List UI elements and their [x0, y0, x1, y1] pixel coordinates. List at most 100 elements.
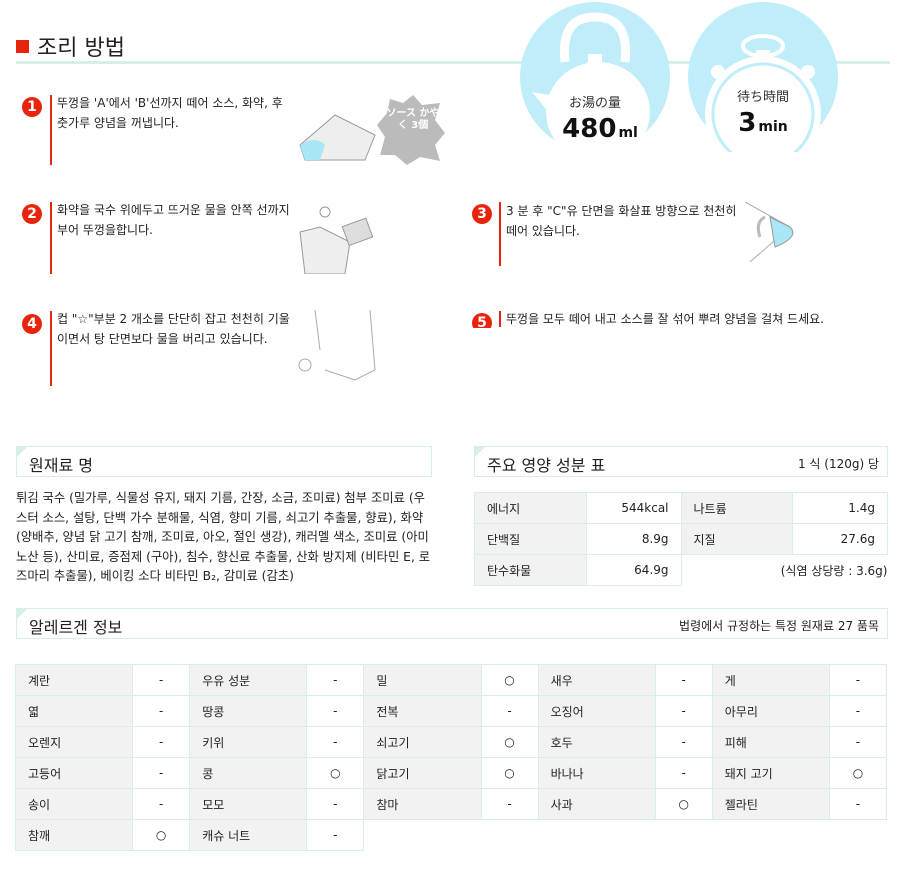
step-text: 화약을 국수 위에두고 뜨거운 물을 안쪽 선까지 부어 뚜껑을합니다. — [57, 203, 290, 237]
table-row: 엷 - 땅콩 - 전복 - 오징어 - 아무리 - — [14, 695, 888, 727]
cup-lid-illustration — [299, 95, 445, 165]
step-number-badge: 3 — [472, 204, 492, 224]
allergen-mark: - — [132, 757, 191, 789]
step-bar — [499, 311, 501, 327]
allergen-mark: - — [828, 726, 888, 758]
allergen-mark: ○ — [828, 757, 888, 789]
allergen-name: 엷 — [14, 695, 134, 727]
nutrition-table: 에너지 544kcal 나트륨 1.4g 단백질 8.9g 지질 27.6g 탄수화물 64.… — [474, 492, 888, 586]
allergen-mark: - — [132, 695, 191, 727]
step-text: 컵 "☆"부분 2 개소를 단단히 잡고 천천히 기울이면서 탕 단면보다 물을… — [57, 312, 290, 346]
allergen-name: 호두 — [537, 726, 656, 758]
allergen-mark: - — [480, 695, 539, 727]
allergen-name: 전복 — [363, 695, 482, 727]
wait-time-badge: 待ち時間 3 min — [688, 2, 838, 152]
allergen-name: 새우 — [537, 664, 656, 696]
peel-lid-illustration — [745, 202, 794, 263]
step-bar — [50, 311, 52, 386]
allergen-mark: ○ — [132, 819, 191, 851]
allergen-mark: - — [132, 664, 191, 696]
salt-equivalent: (식염 상당량 : 3.6g) — [680, 554, 888, 586]
allergen-header: 알레르겐 정보 법령에서 규정하는 특정 원재료 27 품목 — [16, 608, 888, 639]
allergen-name: 우유 성분 — [189, 664, 308, 696]
allergen-mark: - — [654, 664, 713, 696]
drain-water-illustration — [298, 310, 376, 381]
allergen-name: 콩 — [189, 757, 308, 789]
ingredients-text: 튀김 국수 (밀가루, 식물성 유지, 돼지 기름, 간장, 소금, 조미료) … — [16, 491, 431, 583]
pour-kayaku-illustration — [299, 206, 374, 274]
allergen-name: 키위 — [189, 726, 308, 758]
step-text: 뚜껑을 모두 떼어 내고 소스를 잘 섞어 뿌려 양념을 걸쳐 드세요. — [506, 312, 824, 326]
packet-label: ソース かやく 3個 — [386, 108, 440, 131]
allergen-name: 쇠고기 — [363, 726, 482, 758]
allergen-mark: - — [306, 819, 365, 851]
allergen-name: 캐슈 너트 — [189, 819, 308, 851]
step-number-badge: 5 — [472, 313, 492, 328]
allergen-name: 참마 — [363, 788, 482, 820]
allergen-name: 바나나 — [537, 757, 656, 789]
step-bar — [50, 202, 52, 274]
allergen-mark: - — [306, 664, 365, 696]
time-label: 待ち時間 — [736, 90, 789, 105]
allergen-mark: - — [306, 788, 365, 820]
stopwatch-icon — [705, 34, 821, 152]
allergen-mark: ○ — [654, 788, 713, 820]
table-row: 단백질 8.9g 지질 27.6g — [474, 523, 888, 555]
step-number-badge: 1 — [22, 97, 42, 117]
divider — [16, 61, 890, 64]
table-row: 오렌지 - 키위 - 쇠고기 ○ 호두 - 피해 - — [14, 726, 888, 758]
allergen-name: 계란 — [14, 664, 134, 696]
title-marker — [16, 39, 29, 53]
allergen-name: 아무리 — [711, 695, 830, 727]
allergen-mark: - — [828, 788, 888, 820]
allergen-mark: ○ — [480, 757, 539, 789]
step-text: 뚜껑을 'A'에서 'B'선까지 떼어 소스, 화약, 후춧가루 양념을 꺼냅니… — [57, 96, 283, 130]
allergen-mark: ○ — [480, 664, 539, 696]
allergen-name: 닭고기 — [363, 757, 482, 789]
allergen-mark: - — [828, 664, 888, 696]
water-label: お湯の量 — [568, 96, 621, 111]
table-row: 참깨 ○ 캐슈 너트 - — [14, 819, 887, 851]
allergen-mark: - — [828, 695, 888, 727]
allergen-mark: - — [480, 788, 539, 820]
allergen-mark: - — [132, 726, 191, 758]
step-number-badge: 4 — [22, 314, 42, 334]
step-bar — [499, 202, 501, 266]
water-amount-badge: お湯の量 480 ml — [520, 2, 670, 152]
allergen-name: 돼지 고기 — [711, 757, 830, 789]
allergen-name: 사과 — [537, 788, 656, 820]
table-row: 고등어 - 콩 ○ 닭고기 ○ 바나나 - 돼지 고기 ○ — [14, 757, 888, 789]
allergen-name: 밀 — [363, 664, 482, 696]
allergen-mark: ○ — [480, 726, 539, 758]
table-row: 탄수화물 64.9g (식염 상당량 : 3.6g) — [474, 554, 888, 586]
allergen-mark: - — [654, 757, 713, 789]
ingredients-header: 원재료 명 — [16, 446, 432, 477]
allergen-name: 고등어 — [14, 757, 134, 789]
allergen-name: 피해 — [711, 726, 830, 758]
allergen-mark: ○ — [306, 757, 365, 789]
allergen-mark: - — [654, 726, 713, 758]
allergen-name: 참깨 — [14, 819, 134, 851]
water-value: 480 ml — [562, 114, 638, 144]
page-title: 조리 방법 — [16, 30, 125, 62]
step-text: 3 분 후 "C"유 단면을 화살표 방향으로 천천히 떼어 있습니다. — [506, 204, 737, 238]
allergen-name: 게 — [711, 664, 830, 696]
allergen-table: 계란 - 우유 성분 - 밀 ○ 새우 - 게 - 엷 - 땅콩 - 전복 - 오징어 - 아무리 - 오렌지 - 키위 - 쇠… — [14, 664, 888, 851]
kettle-icon — [532, 12, 650, 152]
table-row: 송이 - 모모 - 참마 - 사과 ○ 젤라틴 - — [14, 788, 888, 820]
time-value: 3 min — [738, 108, 788, 138]
allergen-mark: - — [132, 788, 191, 820]
allergen-name: 땅콩 — [189, 695, 308, 727]
allergen-mark: - — [306, 695, 365, 727]
allergen-name: 젤라틴 — [711, 788, 830, 820]
empty-cell — [363, 819, 887, 851]
allergen-name: 오징어 — [537, 695, 656, 727]
allergen-mark: - — [654, 695, 713, 727]
allergen-mark: - — [306, 726, 365, 758]
step-number-badge: 2 — [22, 204, 42, 224]
table-row: 계란 - 우유 성분 - 밀 ○ 새우 - 게 - — [14, 664, 888, 696]
table-row: 에너지 544kcal 나트륨 1.4g — [474, 492, 888, 524]
corner-mark — [17, 609, 27, 619]
corner-mark — [17, 447, 27, 457]
